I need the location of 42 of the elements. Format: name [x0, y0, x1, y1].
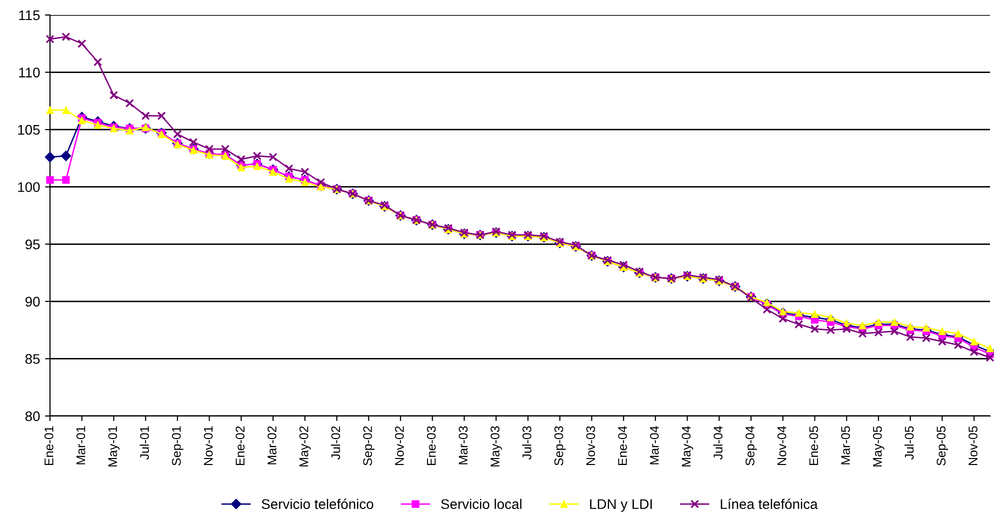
y-tick-label: 85	[25, 354, 40, 364]
x-tick-label: Sep-03	[554, 426, 566, 466]
legend-label: Servicio telefónico	[262, 498, 374, 510]
x-tick-label: Jul-03	[522, 426, 532, 460]
x-tick-label: Ene-01	[44, 426, 54, 465]
x-tick-label: Ene-05	[809, 426, 818, 465]
x-tick-label: Jul-05	[904, 426, 914, 460]
legend-label: LDN y LDI	[590, 499, 652, 512]
y-tick-label: 100	[18, 182, 40, 192]
x-tick-label: May-02	[299, 426, 311, 466]
x-tick-label: Nov-05	[968, 426, 978, 465]
x-tick-label: May-03	[490, 426, 502, 466]
x-tick-label: Jul-01	[140, 426, 149, 460]
x-tick-label: Sep-05	[936, 426, 948, 466]
y-tick-label: 80	[25, 411, 40, 422]
x-tick-label: May-05	[872, 426, 884, 466]
x-tick-label: Ene-02	[236, 426, 245, 465]
x-tick-label: Nov-02	[395, 426, 404, 465]
legend-label: Línea telefónica	[720, 498, 818, 510]
y-tick-label: 110	[19, 68, 40, 78]
x-tick-label: Jul-04	[713, 426, 723, 460]
x-tick-label: Mar-01	[76, 426, 86, 464]
y-tick-label: 105	[18, 124, 40, 135]
x-tick-label: Mar-04	[650, 426, 659, 464]
x-tick-label: Nov-03	[586, 426, 596, 465]
legend-label: Servicio local	[441, 498, 522, 510]
x-tick-label: Jul-02	[330, 426, 340, 460]
x-tick-label: Mar-03	[458, 426, 468, 464]
x-tick-label: Ene-04	[618, 426, 627, 465]
x-tick-label: Mar-02	[268, 426, 276, 464]
y-tick-label: 115	[19, 10, 40, 20]
x-tick-label: Sep-02	[363, 426, 374, 466]
x-tick-label: May-01	[108, 426, 120, 466]
x-tick-label: Ene-03	[426, 426, 436, 465]
y-tick-label: 95	[25, 239, 40, 250]
x-tick-label: Nov-04	[777, 426, 786, 465]
x-tick-label: May-04	[682, 426, 694, 466]
x-tick-label: Sep-01	[172, 426, 184, 466]
x-tick-label: Mar-05	[841, 426, 850, 464]
x-tick-label: Nov-01	[204, 426, 213, 465]
x-tick-label: Sep-04	[746, 426, 757, 466]
y-tick-label: 90	[25, 296, 40, 307]
